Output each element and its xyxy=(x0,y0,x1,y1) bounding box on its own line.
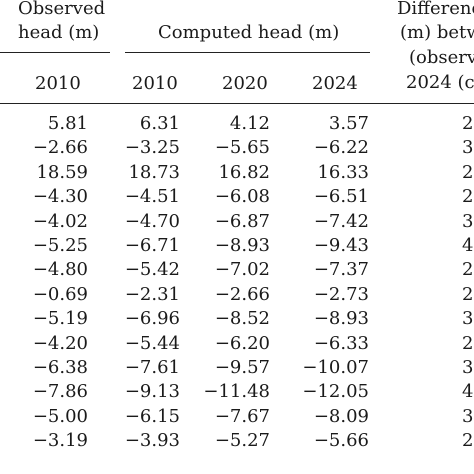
difference-header-line2: (m) betw xyxy=(400,22,474,43)
observed-2010-cell: −7.86 xyxy=(32,381,88,403)
computed-2020-cell: −2.66 xyxy=(214,283,270,305)
computed-2020-cell: −5.27 xyxy=(214,430,270,452)
computed-2010-cell: −3.25 xyxy=(124,137,180,159)
computed-2020-cell: −6.87 xyxy=(214,210,270,232)
difference-cell: 2 xyxy=(462,259,474,281)
difference-cell: 4 xyxy=(462,235,474,256)
difference-cell: 3 xyxy=(462,405,474,427)
computed-2020-cell: −9.57 xyxy=(214,357,270,378)
observed-2010-cell: 5.81 xyxy=(47,113,88,134)
computed-2020-cell: −6.20 xyxy=(214,332,270,354)
difference-cell: 3 xyxy=(462,137,474,159)
year-header-computed-2010: 2010 xyxy=(132,73,178,94)
computed-2010-cell: −6.15 xyxy=(124,405,180,427)
computed-2024-cell: 3.57 xyxy=(328,113,369,134)
computed-2010-cell: −5.44 xyxy=(124,332,180,354)
computed-2010-cell: −4.51 xyxy=(124,186,180,208)
observed-head-header-line2: head (m) xyxy=(18,22,100,43)
computed-2020-cell: −7.02 xyxy=(214,259,270,281)
computed-2024-cell: −8.93 xyxy=(313,308,369,330)
computed-2024-cell: −6.33 xyxy=(313,332,369,354)
difference-header-line3: (observ xyxy=(409,47,474,68)
computed-2024-cell: −2.73 xyxy=(313,283,369,305)
observed-2010-cell: −0.69 xyxy=(32,283,88,305)
observed-2010-cell: −4.30 xyxy=(32,186,88,208)
computed-2020-cell: 16.82 xyxy=(218,161,270,183)
computed-2024-cell: −5.66 xyxy=(313,430,369,452)
difference-cell: 3 xyxy=(462,210,474,232)
year-header-computed-2020: 2020 xyxy=(222,73,268,94)
computed-2010-cell: −7.61 xyxy=(124,357,180,378)
computed-2024-cell: −7.42 xyxy=(313,210,369,232)
computed-2010-cell: −6.71 xyxy=(124,235,180,256)
computed-2010-cell: −6.96 xyxy=(124,308,180,330)
computed-2020-cell: −11.48 xyxy=(203,381,270,403)
observed-2010-cell: −6.38 xyxy=(32,357,88,378)
computed-2024-cell: −12.05 xyxy=(302,381,369,403)
computed-head-header: Computed head (m) xyxy=(158,22,340,43)
observed-2010-cell: −4.80 xyxy=(32,259,88,281)
observed-2010-cell: −5.00 xyxy=(32,405,88,427)
computed-2024-cell: −8.09 xyxy=(313,405,369,427)
computed-2010-cell: −3.93 xyxy=(124,430,180,452)
computed-2010-cell: −9.13 xyxy=(124,381,180,403)
observed-head-header-line1: Observed xyxy=(18,0,106,19)
computed-2010-cell: −2.31 xyxy=(124,283,180,305)
difference-header-line4: 2024 (c xyxy=(406,72,474,93)
computed-2024-cell: −10.07 xyxy=(302,357,369,378)
computed-2024-cell: −9.43 xyxy=(313,235,369,256)
computed-2020-cell: −8.93 xyxy=(214,235,270,256)
difference-cell: 2 xyxy=(462,283,474,305)
difference-cell: 3 xyxy=(462,308,474,330)
observed-2010-cell: −4.20 xyxy=(32,332,88,354)
computed-2010-cell: −5.42 xyxy=(124,259,180,281)
difference-cell: 2 xyxy=(462,430,474,452)
computed-2024-cell: −6.51 xyxy=(313,186,369,208)
computed-2020-cell: −6.08 xyxy=(214,186,270,208)
observed-2010-cell: 18.59 xyxy=(36,161,88,183)
difference-cell: 2 xyxy=(462,332,474,354)
computed-2024-cell: 16.33 xyxy=(317,161,369,183)
observed-2010-cell: −2.66 xyxy=(32,137,88,159)
observed-head-underline xyxy=(0,52,110,53)
difference-cell: 4 xyxy=(462,381,474,403)
computed-2010-cell: 18.73 xyxy=(128,161,180,183)
difference-cell: 2 xyxy=(462,161,474,183)
computed-2020-cell: 4.12 xyxy=(229,113,270,134)
difference-cell: 2 xyxy=(462,186,474,208)
difference-header-line1: Differenc xyxy=(397,0,474,19)
computed-2024-cell: −7.37 xyxy=(313,259,369,281)
computed-2020-cell: −7.67 xyxy=(214,405,270,427)
observed-2010-cell: −5.19 xyxy=(32,308,88,330)
year-header-computed-2024: 2024 xyxy=(312,73,358,94)
computed-2024-cell: −6.22 xyxy=(313,137,369,159)
observed-2010-cell: −4.02 xyxy=(32,210,88,232)
observed-2010-cell: −5.25 xyxy=(32,235,88,256)
observed-2010-cell: −3.19 xyxy=(32,430,88,452)
difference-cell: 2 xyxy=(462,113,474,134)
year-header-observed-2010: 2010 xyxy=(35,73,81,94)
computed-2020-cell: −5.65 xyxy=(214,137,270,159)
computed-2020-cell: −8.52 xyxy=(214,308,270,330)
difference-cell: 3 xyxy=(462,357,474,378)
computed-2010-cell: −4.70 xyxy=(124,210,180,232)
header-bottom-rule xyxy=(0,103,474,104)
computed-head-underline xyxy=(125,52,370,53)
computed-2010-cell: 6.31 xyxy=(139,113,180,134)
